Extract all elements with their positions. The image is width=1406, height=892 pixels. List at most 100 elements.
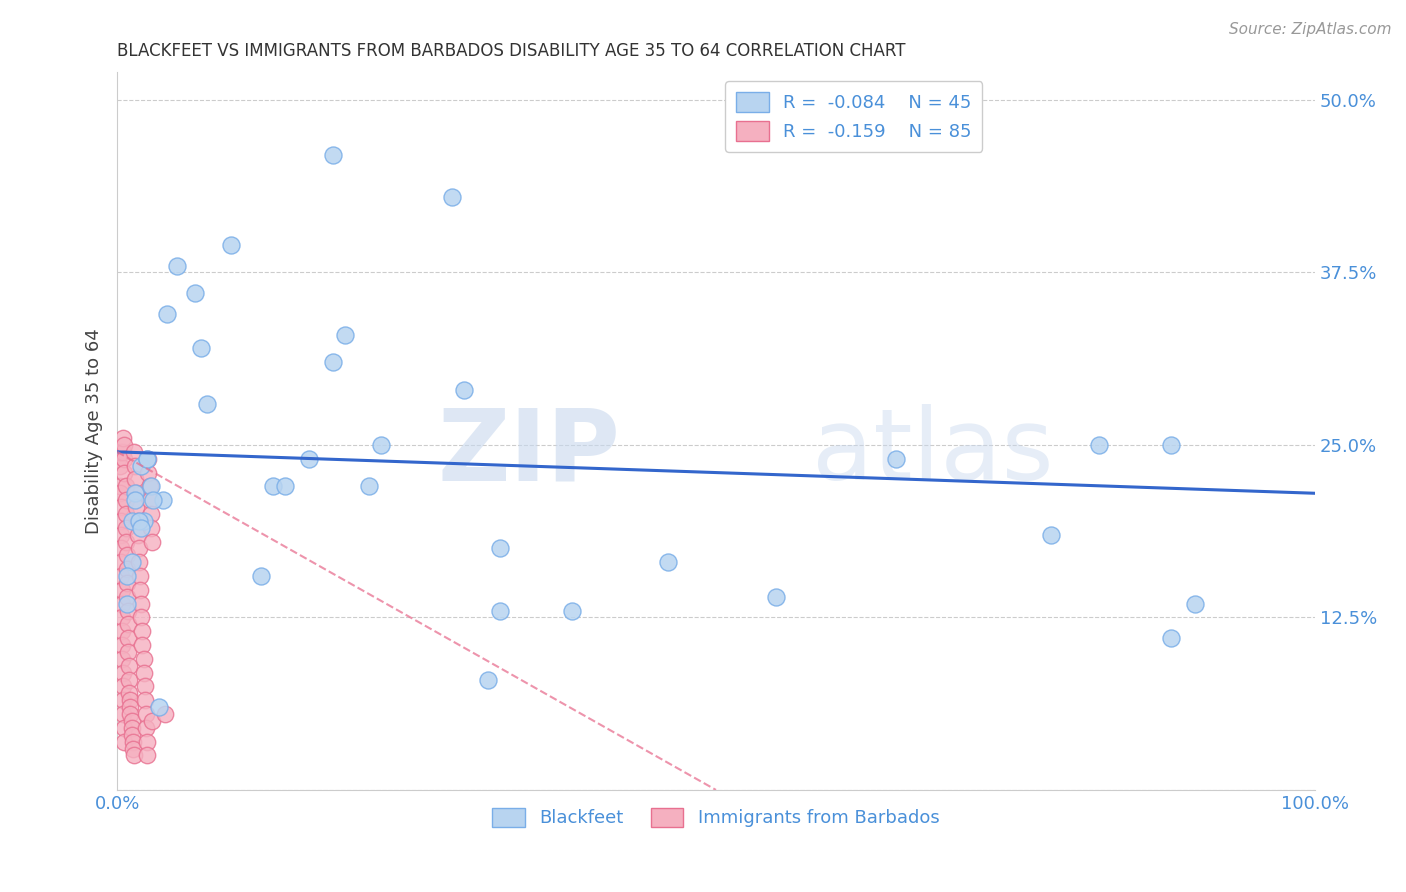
- Point: [114, 521, 136, 535]
- Point: [156, 307, 179, 321]
- Point: [132, 652, 155, 666]
- Point: [138, 493, 160, 508]
- Point: [111, 582, 134, 597]
- Point: [112, 665, 135, 680]
- Point: [765, 590, 787, 604]
- Point: [1160, 631, 1182, 645]
- Point: [112, 734, 135, 748]
- Point: [132, 665, 155, 680]
- Point: [129, 521, 152, 535]
- Point: [112, 445, 135, 459]
- Point: [112, 466, 135, 480]
- Point: [107, 451, 129, 466]
- Point: [153, 706, 176, 721]
- Point: [108, 486, 131, 500]
- Point: [136, 451, 159, 466]
- Point: [125, 486, 148, 500]
- Point: [136, 734, 159, 748]
- Point: [131, 638, 153, 652]
- Point: [129, 610, 152, 624]
- Point: [115, 590, 138, 604]
- Point: [120, 700, 142, 714]
- Point: [184, 286, 207, 301]
- Point: [128, 514, 150, 528]
- Point: [129, 597, 152, 611]
- Point: [129, 458, 152, 473]
- Point: [121, 721, 143, 735]
- Point: [136, 466, 159, 480]
- Point: [121, 734, 143, 748]
- Point: [112, 438, 135, 452]
- Point: [129, 569, 152, 583]
- Point: [115, 597, 138, 611]
- Point: [114, 493, 136, 508]
- Point: [190, 342, 212, 356]
- Point: [136, 748, 159, 763]
- Point: [128, 541, 150, 556]
- Point: [117, 631, 139, 645]
- Point: [142, 493, 165, 508]
- Point: [117, 645, 139, 659]
- Point: [112, 693, 135, 707]
- Point: [134, 693, 156, 707]
- Point: [262, 479, 284, 493]
- Text: atlas: atlas: [811, 404, 1053, 501]
- Point: [489, 541, 512, 556]
- Point: [136, 451, 159, 466]
- Point: [108, 445, 131, 459]
- Point: [115, 549, 138, 563]
- Point: [125, 500, 148, 514]
- Point: [657, 555, 679, 569]
- Point: [121, 741, 143, 756]
- Point: [124, 458, 146, 473]
- Point: [1184, 597, 1206, 611]
- Point: [118, 673, 141, 687]
- Point: [357, 479, 380, 493]
- Point: [1040, 527, 1063, 541]
- Point: [120, 693, 142, 707]
- Point: [219, 238, 242, 252]
- Point: [114, 479, 136, 493]
- Point: [111, 597, 134, 611]
- Point: [195, 396, 218, 410]
- Point: [333, 327, 356, 342]
- Point: [115, 562, 138, 576]
- Text: BLACKFEET VS IMMIGRANTS FROM BARBADOS DISABILITY AGE 35 TO 64 CORRELATION CHART: BLACKFEET VS IMMIGRANTS FROM BARBADOS DI…: [117, 42, 905, 60]
- Point: [132, 514, 155, 528]
- Point: [122, 748, 145, 763]
- Point: [136, 451, 159, 466]
- Point: [441, 189, 464, 203]
- Point: [124, 486, 146, 500]
- Text: Source: ZipAtlas.com: Source: ZipAtlas.com: [1229, 22, 1392, 37]
- Point: [138, 479, 160, 493]
- Point: [111, 610, 134, 624]
- Point: [1088, 438, 1111, 452]
- Point: [370, 438, 392, 452]
- Point: [111, 652, 134, 666]
- Point: [110, 527, 132, 541]
- Point: [250, 569, 273, 583]
- Point: [152, 493, 174, 508]
- Point: [274, 479, 297, 493]
- Point: [117, 603, 139, 617]
- Point: [121, 728, 143, 742]
- Point: [298, 451, 321, 466]
- Point: [118, 686, 141, 700]
- Legend: Blackfeet, Immigrants from Barbados: Blackfeet, Immigrants from Barbados: [485, 800, 946, 835]
- Point: [128, 555, 150, 569]
- Point: [129, 582, 152, 597]
- Point: [121, 555, 143, 569]
- Point: [111, 624, 134, 639]
- Point: [453, 383, 475, 397]
- Point: [108, 458, 131, 473]
- Point: [114, 507, 136, 521]
- Point: [131, 624, 153, 639]
- Point: [166, 259, 188, 273]
- Point: [134, 680, 156, 694]
- Point: [127, 514, 149, 528]
- Point: [139, 479, 162, 493]
- Point: [121, 514, 143, 528]
- Point: [139, 521, 162, 535]
- Point: [477, 673, 499, 687]
- Point: [148, 700, 170, 714]
